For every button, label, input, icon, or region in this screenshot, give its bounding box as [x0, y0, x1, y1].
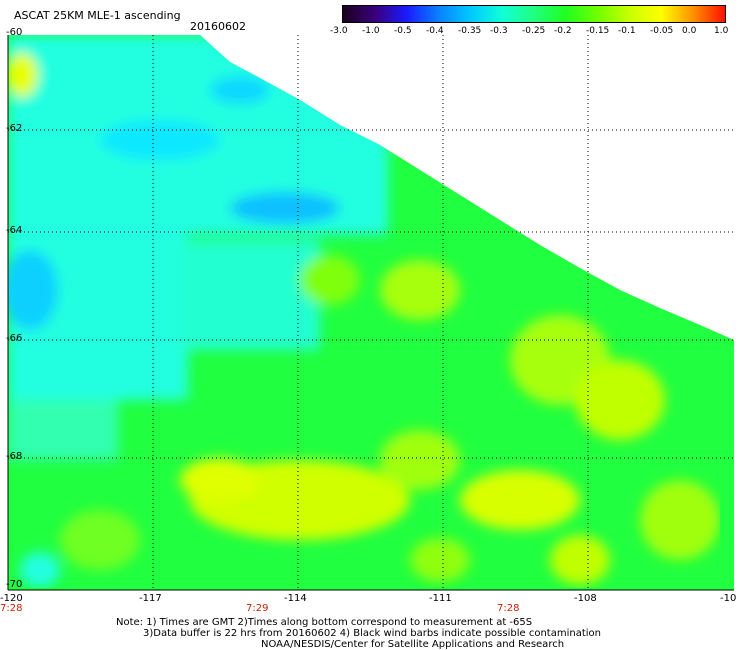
wind-field — [8, 35, 720, 588]
note-line-2: 3)Data buffer is 22 hrs from 20160602 4)… — [143, 628, 601, 639]
colorbar-label: -3.0 — [330, 26, 348, 36]
lat-label-64: -64 — [6, 225, 23, 236]
colorbar-label: -0.4 — [426, 26, 444, 36]
colorbar-label: -1.0 — [362, 26, 380, 36]
note-line-3: NOAA/NESDIS/Center for Satellite Applica… — [261, 639, 565, 650]
lat-label-60: -60 — [6, 27, 23, 38]
time-label-1: 7:28 — [0, 603, 23, 614]
time-label-3: 7:28 — [497, 603, 520, 614]
colorbar-label: -0.15 — [586, 26, 610, 36]
map-frame — [7, 35, 734, 591]
colorbar-label: -0.35 — [458, 26, 482, 36]
time-label-2: 7:29 — [246, 603, 269, 614]
graticule — [8, 35, 734, 590]
colorbar-label: -0.3 — [490, 26, 508, 36]
colorbar-label: -0.25 — [522, 26, 546, 36]
colorbar-label: -0.1 — [618, 26, 636, 36]
lon-label-114: -114 — [284, 593, 307, 604]
colorbar-label: -0.5 — [394, 26, 412, 36]
lat-label-66: -66 — [6, 333, 23, 344]
colorbar-label: -0.2 — [554, 26, 572, 36]
colorbar-labels: -3.0 -1.0 -0.5 -0.4 -0.35 -0.3 -0.25 -0.2 -0.15-… — [330, 26, 734, 38]
lat-label-62: -62 — [6, 123, 23, 134]
lon-label-111: -111 — [429, 593, 452, 604]
lon-label-117: -117 — [139, 593, 162, 604]
colorbar-label: -0.05 — [650, 26, 674, 36]
lon-label-120: -120 — [0, 593, 23, 604]
colorbar-gradient — [343, 6, 725, 22]
lat-label-70: -70 — [6, 579, 23, 590]
colorbar-label: 1.0 — [714, 26, 729, 36]
note-line-1: Note: 1) Times are GMT 2)Times along bot… — [116, 617, 533, 628]
lon-label-10: -10 — [720, 593, 737, 604]
colorbar-label: 0.0 — [682, 26, 697, 36]
colorbar — [342, 5, 726, 23]
date-label: 20160602 — [190, 20, 246, 33]
lat-label-68: -68 — [6, 451, 23, 462]
product-title: ASCAT 25KM MLE-1 ascending — [14, 9, 181, 22]
lon-label-108: -108 — [574, 593, 597, 604]
